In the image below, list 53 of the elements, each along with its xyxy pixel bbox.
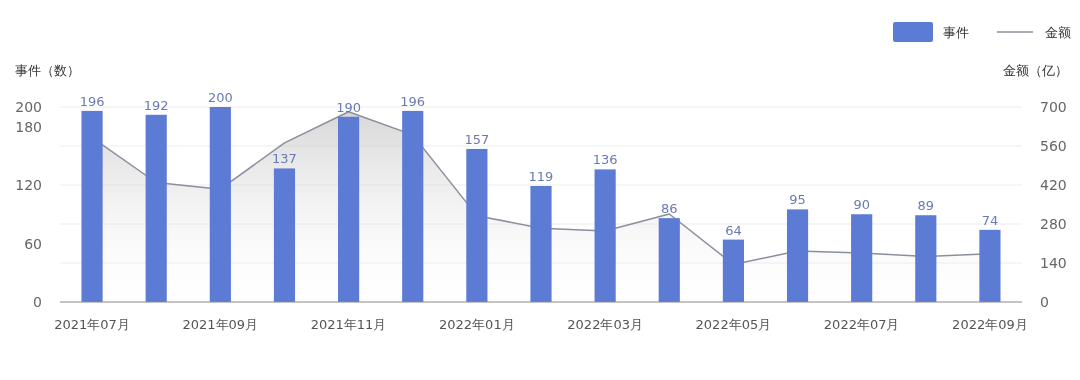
bar bbox=[273, 168, 296, 302]
data-label: 157 bbox=[464, 131, 490, 147]
y2-tick-label: 0 bbox=[1040, 294, 1049, 310]
y-tick-label: 0 bbox=[33, 294, 42, 310]
data-label: 190 bbox=[336, 99, 362, 115]
data-label: 89 bbox=[917, 198, 935, 214]
data-label: 119 bbox=[528, 168, 554, 184]
data-label: 136 bbox=[592, 152, 618, 168]
data-label: 196 bbox=[79, 93, 105, 109]
legend-label: 金额 bbox=[1045, 25, 1071, 40]
y-tick-label: 180 bbox=[15, 118, 42, 135]
data-label: 200 bbox=[207, 90, 233, 105]
x-tick-label: 2022年05月 bbox=[695, 317, 772, 332]
bar bbox=[786, 209, 809, 302]
data-label: 90 bbox=[853, 197, 870, 213]
x-tick-label: 2022年01月 bbox=[439, 317, 515, 332]
y-tick-label: 120 bbox=[15, 177, 42, 193]
x-tick-label: 2022年09月 bbox=[952, 317, 1028, 332]
bar bbox=[851, 214, 873, 302]
x-tick-label: 2021年11月 bbox=[310, 317, 387, 332]
bar bbox=[81, 110, 103, 302]
bar bbox=[145, 114, 167, 302]
y2-tick-label: 280 bbox=[1040, 216, 1067, 232]
data-label: 64 bbox=[725, 222, 742, 238]
y2-tick-label: 560 bbox=[1040, 138, 1067, 154]
x-tick-label: 2021年09月 bbox=[182, 317, 259, 332]
x-tick-label: 2022年03月 bbox=[567, 317, 643, 332]
data-label: 196 bbox=[400, 93, 426, 109]
data-label: 137 bbox=[272, 151, 297, 167]
legend-label: 事件 bbox=[943, 25, 969, 40]
y2-tick-label: 140 bbox=[1040, 255, 1067, 271]
y-tick-label: 60 bbox=[24, 235, 42, 252]
data-label: 74 bbox=[981, 212, 999, 228]
bar bbox=[530, 185, 552, 302]
y2-tick-label: 700 bbox=[1040, 99, 1067, 115]
bar bbox=[979, 229, 1001, 302]
bar bbox=[209, 107, 231, 302]
bar bbox=[402, 110, 424, 302]
bar bbox=[658, 218, 680, 302]
data-label: 86 bbox=[660, 201, 678, 217]
x-tick-label: 2021年07月 bbox=[54, 317, 130, 332]
bar bbox=[594, 169, 616, 302]
bar bbox=[915, 215, 937, 302]
bar bbox=[722, 239, 744, 302]
y-axis-title: 事件（数） bbox=[15, 63, 80, 78]
data-label: 192 bbox=[143, 97, 169, 113]
x-tick-label: 2022年07月 bbox=[823, 317, 900, 332]
data-label: 95 bbox=[789, 192, 806, 208]
bar bbox=[338, 116, 360, 302]
bar bbox=[466, 148, 488, 302]
y2-axis-title: 金额（亿） bbox=[1003, 63, 1068, 78]
y2-tick-label: 420 bbox=[1040, 177, 1067, 193]
y-tick-label: 200 bbox=[15, 99, 42, 115]
